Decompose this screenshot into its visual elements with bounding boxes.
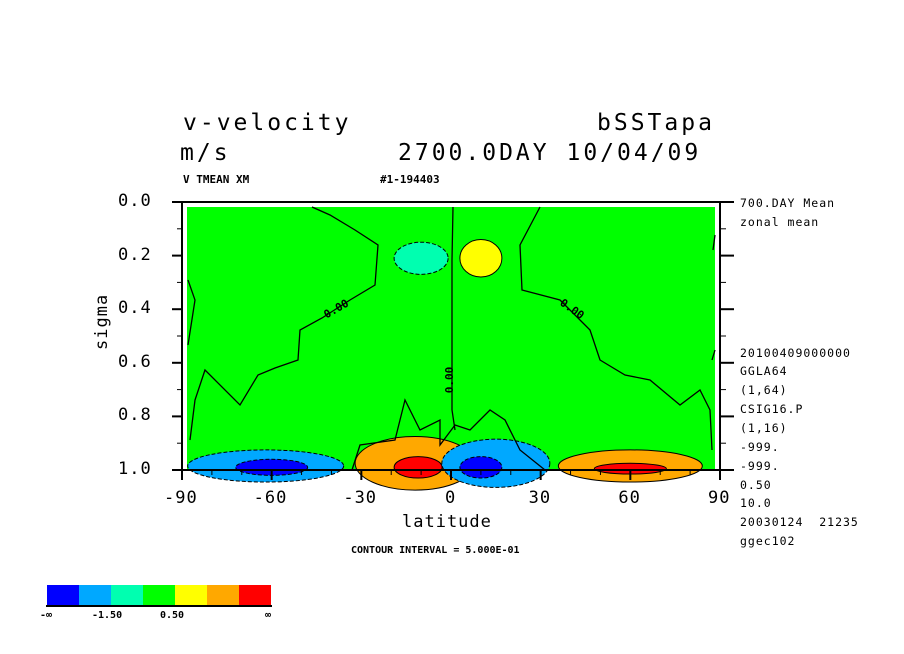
zero-contour-line	[519, 206, 713, 451]
colorbar-swatch	[175, 585, 207, 606]
x-tick-label: -60	[253, 488, 288, 508]
contour-extremum	[393, 456, 443, 479]
x-axis-label: latitude	[402, 512, 492, 532]
y-tick-label: 0.4	[118, 298, 152, 319]
zero-contour-line	[451, 206, 456, 431]
y-tick-label: 0.8	[118, 405, 152, 426]
zero-contour-line	[189, 206, 379, 441]
plot-title: v-velocity	[183, 110, 352, 136]
contour-extremum	[459, 239, 503, 278]
colorbar-swatch	[239, 585, 271, 606]
y-tick-label: 0.2	[118, 244, 152, 265]
zero-contour-line	[187, 279, 196, 346]
colorbar-swatch	[79, 585, 111, 606]
y-axis-label: sigma	[92, 293, 112, 350]
side-info-line: 0.50	[740, 478, 772, 492]
time-label: 2700.0DAY 10/04/09	[398, 140, 702, 166]
colorbar-label: -1.50	[92, 610, 123, 621]
side-info-line: (1,64)	[740, 383, 788, 397]
side-info-line: zonal mean	[740, 215, 820, 229]
units-label: m/s	[180, 140, 231, 166]
colorbar-swatch	[207, 585, 239, 606]
y-tick-label: 1.0	[118, 459, 152, 479]
side-info-line: GGLA64	[740, 364, 788, 378]
side-info-line: CSIG16.P	[740, 402, 804, 416]
colorbar-swatch	[47, 585, 79, 606]
contour-label: 0.00	[443, 367, 456, 394]
x-tick-label: -90	[164, 488, 198, 508]
y-tick-label: 0.6	[118, 351, 152, 372]
zero-contour-line	[712, 234, 716, 251]
x-tick-label: 60	[618, 488, 641, 508]
x-tick-label: -30	[343, 488, 378, 508]
field-fill	[187, 207, 715, 470]
side-info-line: ggec102	[740, 534, 796, 548]
contour-interval: CONTOUR INTERVAL = 5.000E-01	[351, 545, 520, 556]
side-info-line: 20030124 21235	[740, 515, 859, 529]
variable-label: V TMEAN XM	[183, 173, 250, 186]
x-tick-label: 90	[708, 488, 731, 508]
colorbar-label: -∞	[40, 610, 53, 621]
x-tick-label: 0	[445, 488, 457, 508]
side-info-line: 20100409000000	[740, 346, 851, 360]
contour-extremum	[459, 456, 503, 479]
zero-contour-line	[711, 349, 716, 361]
run-id: #1-194403	[380, 173, 440, 186]
side-info-line: -999.	[740, 440, 780, 454]
side-info-line: 700.DAY Mean	[740, 196, 836, 210]
experiment-name: bSSTapa	[597, 110, 715, 136]
side-info-line: -999.	[740, 459, 780, 473]
side-info-line: (1,16)	[740, 421, 788, 435]
colorbar-swatch	[143, 585, 175, 606]
zero-contour-line	[351, 398, 546, 471]
x-tick-label: 30	[528, 488, 552, 508]
colorbar-label: 0.50	[160, 610, 185, 621]
y-tick-label: 0.0	[118, 191, 152, 211]
colorbar-swatch	[111, 585, 143, 606]
colorbar-axis	[46, 605, 272, 607]
contour-extremum	[393, 241, 449, 275]
side-info-line: 10.0	[740, 496, 772, 510]
colorbar-label: ∞	[265, 610, 272, 621]
